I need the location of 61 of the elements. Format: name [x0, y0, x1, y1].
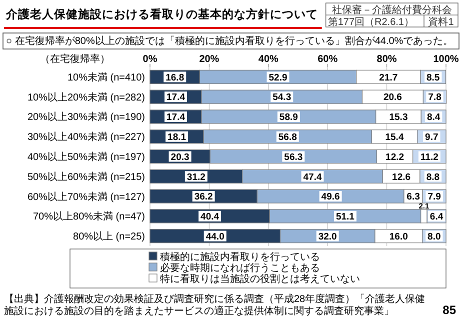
data-label: 7.9: [428, 192, 441, 203]
data-label: 20.3: [170, 152, 190, 163]
data-label: 8.0: [428, 231, 441, 242]
data-label: 52.9: [268, 72, 288, 84]
y-tick-label: 60%以上70%未満 (n=127): [27, 190, 145, 203]
y-tick-label: 70%以上80%未満 (n=47): [33, 210, 145, 223]
data-label: 11.2: [420, 152, 438, 163]
data-label: 17.4: [166, 112, 186, 124]
data-label: 7.8: [428, 92, 442, 104]
legend-label: 必要な時期になれば行うこともある: [160, 262, 320, 274]
x-tick-label: 40%: [258, 54, 279, 65]
data-label: 16.8: [166, 72, 184, 84]
x-tick-label: 0%: [142, 54, 158, 65]
y-tick-label: 10%以上20%未満 (n=282): [27, 91, 145, 104]
data-label: 6.4: [430, 212, 444, 223]
data-label: 51.1: [336, 212, 356, 223]
x-tick-label: 20%: [199, 54, 220, 65]
data-label: 36.2: [194, 192, 213, 203]
text: 【出典】介護報酬改定の効果検証及び調査研究に係る調査（平成28年度調査）「介護老人保健施設における施設の目的を踏まえたサービスの適正な提供体制に関する調査研究事業」: [4, 293, 426, 317]
data-label: 9.7: [425, 132, 438, 144]
data-label: 15.3: [389, 112, 408, 124]
data-label: 6.3: [406, 192, 420, 203]
data-label: 15.4: [385, 132, 404, 144]
data-label: 12.6: [392, 172, 411, 183]
data-label: 49.6: [321, 192, 340, 203]
data-label: 20.6: [383, 92, 402, 104]
data-label: 12.2: [386, 152, 404, 163]
data-label: 40.4: [200, 212, 220, 223]
data-label: 44.0: [206, 231, 224, 242]
x-tick-label: 100%: [433, 54, 459, 65]
y-tick-label: 50%以上60%未満 (n=215): [27, 170, 145, 183]
chart-subtitle: ○ 在宅復帰率が80%以上の施設では「積極的に施設内看取りを行っている」割合が44.0%であった。: [6, 35, 454, 47]
chart-title: 介護老人保健施設における看取りの基本的な方針について: [5, 7, 318, 21]
data-label: 31.2: [186, 172, 206, 183]
x-tick-label: 60%: [318, 54, 338, 65]
x-tick-label: 80%: [376, 54, 397, 65]
legend-label: 特に看取りは当施設の役割とは考えていない: [160, 273, 360, 285]
y-axis-title: （在宅復帰率）: [40, 53, 110, 65]
data-label: 17.4: [166, 92, 186, 104]
data-label: 8.8: [426, 172, 440, 183]
legend-label: 積極的に施設内看取りを行っている: [160, 251, 320, 263]
y-tick-label: 10%未満 (n=410): [67, 71, 145, 84]
y-tick-label: 20%以上30%未満 (n=190): [27, 111, 145, 124]
y-tick-label: 40%以上50%未満 (n=197): [27, 151, 145, 163]
data-label: 21.7: [379, 72, 398, 84]
data-label: 18.1: [168, 132, 187, 144]
data-label: 58.9: [279, 112, 298, 124]
data-label: 56.8: [278, 132, 297, 144]
text: 第177回（R2.6.1）: [328, 16, 414, 28]
y-tick-label: 30%以上40%未満 (n=227): [27, 131, 145, 144]
data-label: 47.4: [303, 172, 322, 183]
data-label: 54.3: [272, 92, 292, 104]
y-tick-label: 80%以上 (n=25): [73, 230, 145, 243]
text: 85: [442, 303, 456, 317]
text: 資料1: [428, 16, 454, 28]
data-label: 16.0: [389, 231, 408, 242]
data-label: 56.3: [284, 152, 303, 163]
data-label: 8.4: [426, 112, 441, 124]
data-label: 32.0: [318, 231, 337, 242]
text: 社保審－介護給付費分科会: [332, 4, 452, 16]
data-label: 8.5: [426, 72, 440, 84]
